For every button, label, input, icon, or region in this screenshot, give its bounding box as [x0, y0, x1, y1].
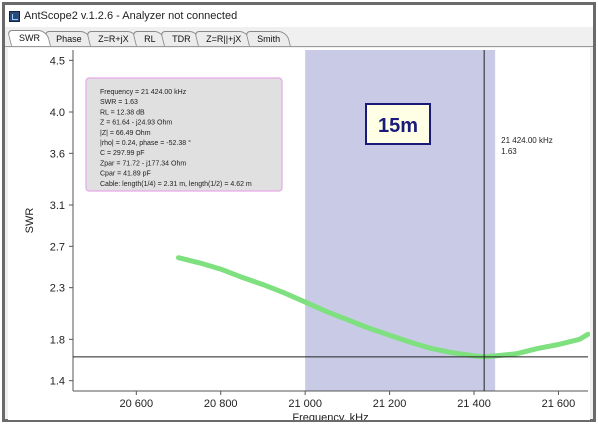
- swr-chart[interactable]: 1.4 1.8 2.3 2.7 3.1 3.6 4.0 4.5 20 600 20 800 21 0…: [8, 48, 590, 420]
- info-line: SWR = 1.63: [100, 99, 138, 106]
- info-line: |rho| = 0.24, phase = -52.38 °: [100, 139, 191, 147]
- cursor-swr-label: 1.63: [501, 147, 517, 156]
- y-tick-label: 1.4: [50, 376, 65, 388]
- y-tick-label: 2.7: [50, 241, 65, 253]
- tab-phase[interactable]: Phase: [44, 31, 93, 46]
- swr-curve: [176, 255, 590, 360]
- y-tick-label: 3.1: [50, 200, 65, 212]
- x-tick-label: 20 800: [204, 398, 238, 410]
- info-line: |Z| = 66.49 Ohm: [100, 130, 151, 137]
- band-label-box: [365, 103, 431, 145]
- info-line: Cable: length(1/4) = 2.31 m, length(1/2)…: [100, 181, 252, 188]
- x-tick-label: 21 600: [542, 398, 576, 410]
- info-line: Cpar = 41.89 pF: [100, 171, 151, 178]
- x-axis-label: Frequency, kHz: [292, 412, 368, 420]
- y-tick-label: 4.5: [50, 55, 65, 67]
- title-bar: AntScope2 v.1.2.6 - Analyzer not connect…: [5, 5, 593, 27]
- y-tick-label: 4.0: [50, 107, 65, 119]
- tab-z-parallel[interactable]: Z=R||+jX: [194, 31, 253, 46]
- tab-z-series[interactable]: Z=R+jX: [85, 31, 139, 46]
- x-tick-label: 20 600: [119, 398, 153, 410]
- cursor-freq-label: 21 424.00 kHz: [501, 136, 553, 145]
- tab-swr[interactable]: SWR: [7, 30, 51, 46]
- info-line: Frequency = 21 424.00 kHz: [100, 89, 187, 96]
- info-line: Z = 61.64 - j24.93 Ohm: [100, 120, 172, 127]
- y-tick-label: 3.6: [50, 148, 65, 160]
- x-tick-label: 21 000: [288, 398, 322, 410]
- tab-smith[interactable]: Smith: [245, 31, 292, 46]
- y-axis-label: SWR: [24, 208, 36, 234]
- tab-bar: SWR Phase Z=R+jX RL TDR Z=R||+jX Smith: [5, 29, 593, 47]
- info-line: C = 297.99 pF: [100, 150, 145, 157]
- app-icon: [9, 10, 20, 22]
- swr-plot-area[interactable]: 1.4 1.8 2.3 2.7 3.1 3.6 4.0 4.5 20 600 20 800 21 0…: [8, 48, 590, 420]
- y-tick-label: 1.8: [50, 334, 65, 346]
- window-title: AntScope2 v.1.2.6 - Analyzer not connect…: [24, 10, 238, 22]
- band-label-text: 15m: [378, 115, 418, 137]
- info-line: RL = 12.38 dB: [100, 109, 145, 116]
- x-tick-label: 21 400: [457, 398, 491, 410]
- y-tick-label: 2.3: [50, 283, 65, 295]
- info-box: [85, 77, 283, 192]
- info-line: Zpar = 71.72 - j177.34 Ohm: [100, 160, 186, 167]
- x-tick-label: 21 200: [373, 398, 407, 410]
